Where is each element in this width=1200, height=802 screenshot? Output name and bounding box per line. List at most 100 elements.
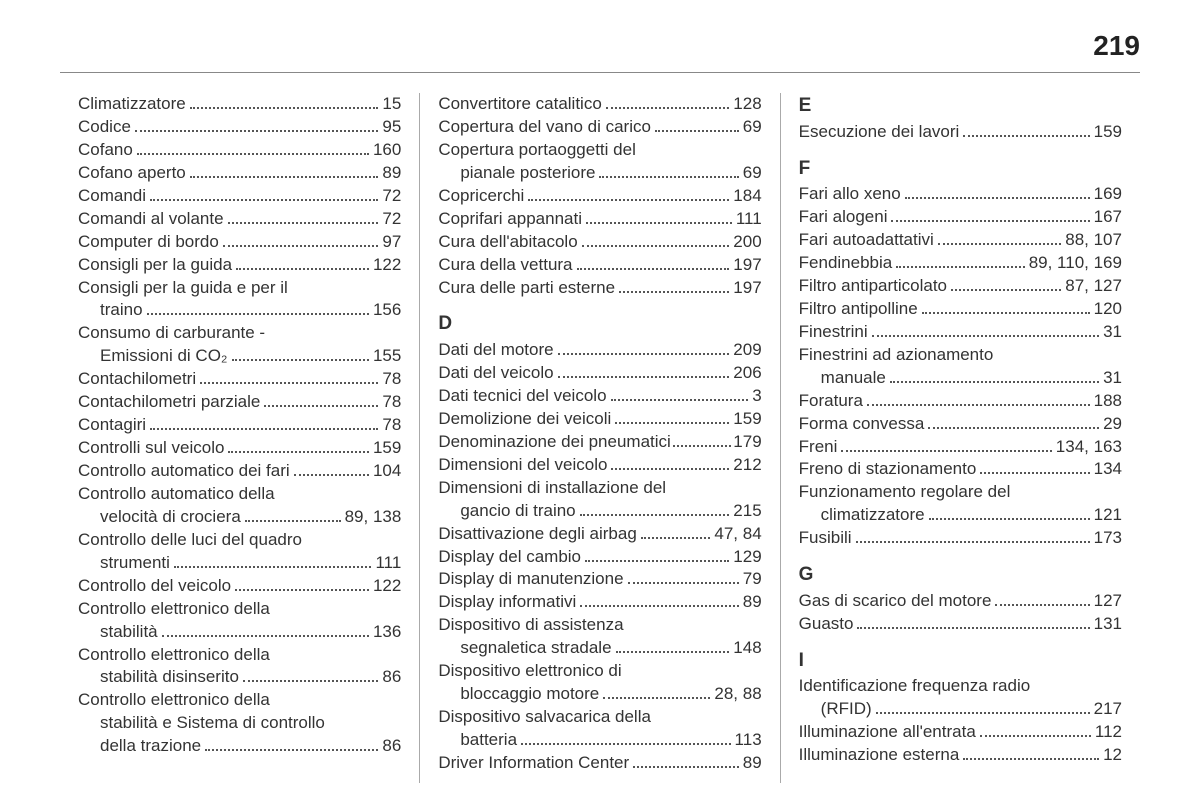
index-entry: Freni134, 163 xyxy=(799,436,1122,459)
index-entry-label: climatizzatore xyxy=(821,504,925,527)
index-entry-label: batteria xyxy=(460,729,517,752)
index-entry-label: Fari autoadattativi xyxy=(799,229,934,252)
index-entry-page: 3 xyxy=(752,385,761,408)
index-entry: Freno di stazionamento134 xyxy=(799,458,1122,481)
index-entry: Contachilometri78 xyxy=(78,368,401,391)
index-entry-page: 15 xyxy=(382,93,401,116)
index-entry: Fusibili173 xyxy=(799,527,1122,550)
index-entry-label: Dimensioni del veicolo xyxy=(438,454,607,477)
index-entry-label: Filtro antipolline xyxy=(799,298,918,321)
leader-dots xyxy=(619,278,729,292)
leader-dots xyxy=(938,231,1061,245)
index-entry-page: 212 xyxy=(733,454,761,477)
index-entry-label: stabilità e Sistema di controllo xyxy=(100,712,325,735)
index-entry-page: 104 xyxy=(373,460,401,483)
leader-dots xyxy=(867,391,1090,405)
index-entry: Cofano aperto89 xyxy=(78,162,401,185)
index-entry-page: 72 xyxy=(382,185,401,208)
index-entry-label: Computer di bordo xyxy=(78,231,219,254)
index-entry-label: gancio di traino xyxy=(460,500,575,523)
index-entry-page: 88, 107 xyxy=(1065,229,1122,252)
index-entry-page: 173 xyxy=(1094,527,1122,550)
index-entry-page: 128 xyxy=(733,93,761,116)
index-entry-page: 86 xyxy=(382,735,401,758)
index-entry-page: 200 xyxy=(733,231,761,254)
index-entry: Computer di bordo97 xyxy=(78,231,401,254)
index-entry-page: 156 xyxy=(373,299,401,322)
index-entry-page: 122 xyxy=(373,575,401,598)
index-entry: Consumo di carburante - xyxy=(78,322,401,345)
leader-dots xyxy=(922,299,1090,313)
index-entry: batteria 113 xyxy=(438,729,761,752)
index-entry-label: Controllo delle luci del quadro xyxy=(78,529,302,552)
leader-dots xyxy=(528,186,729,200)
leader-dots xyxy=(599,163,738,177)
leader-dots xyxy=(294,462,369,476)
leader-dots xyxy=(615,409,729,423)
index-column: Convertitore catalitico128Copertura del … xyxy=(419,93,779,783)
index-entry-label: Controllo automatico della xyxy=(78,483,275,506)
index-entry-label: Controlli sul veicolo xyxy=(78,437,224,460)
index-entry-page: 197 xyxy=(733,277,761,300)
leader-dots xyxy=(586,209,732,223)
leader-dots xyxy=(200,370,378,384)
index-entry-page: 217 xyxy=(1094,698,1122,721)
index-entry-label: Display informativi xyxy=(438,591,576,614)
index-entry-label: Consigli per la guida xyxy=(78,254,232,277)
index-entry-page: 206 xyxy=(733,362,761,385)
index-entry-label: Copricerchi xyxy=(438,185,524,208)
index-entry: Identificazione frequenza radio xyxy=(799,675,1122,698)
index-entry: Controlli sul veicolo159 xyxy=(78,437,401,460)
index-entry-page: 188 xyxy=(1094,390,1122,413)
index-entry: stabilità disinserito86 xyxy=(78,666,401,689)
leader-dots xyxy=(580,501,730,515)
index-entry: Denominazione dei pneumatici179 xyxy=(438,431,761,454)
index-entry: manuale31 xyxy=(799,367,1122,390)
index-entry: Copricerchi184 xyxy=(438,185,761,208)
index-entry-label: Consigli per la guida e per il xyxy=(78,277,288,300)
index-entry-page: 89 xyxy=(743,591,762,614)
leader-dots xyxy=(603,685,710,699)
index-entry-page: 159 xyxy=(1094,121,1122,144)
index-entry-label: Cura dell'abitacolo xyxy=(438,231,577,254)
index-entry: Fari autoadattativi 88, 107 xyxy=(799,229,1122,252)
index-entry: Controllo elettronico della xyxy=(78,644,401,667)
index-entry-page: 159 xyxy=(733,408,761,431)
index-entry-label: Controllo automatico dei fari xyxy=(78,460,290,483)
index-entry: Foratura188 xyxy=(799,390,1122,413)
index-entry: Finestrini ad azionamento xyxy=(799,344,1122,367)
index-entry: Gas di scarico del motore127 xyxy=(799,590,1122,613)
index-entry-page: 136 xyxy=(373,621,401,644)
leader-dots xyxy=(872,322,1099,336)
leader-dots xyxy=(243,668,379,682)
index-entry: Controllo elettronico della xyxy=(78,689,401,712)
index-entry: gancio di traino215 xyxy=(438,500,761,523)
index-entry: Esecuzione dei lavori159 xyxy=(799,121,1122,144)
leader-dots xyxy=(606,95,729,109)
index-entry-label: della trazione xyxy=(100,735,201,758)
index-entry: stabilità136 xyxy=(78,621,401,644)
index-entry-label: Freni xyxy=(799,436,838,459)
index-entry-page: 155 xyxy=(373,345,401,368)
index-entry: strumenti111 xyxy=(78,552,401,575)
index-entry-label: Disattivazione degli airbag xyxy=(438,523,636,546)
index-entry-page: 120 xyxy=(1094,298,1122,321)
leader-dots xyxy=(616,639,730,653)
index-entry: Illuminazione all'entrata112 xyxy=(799,721,1122,744)
index-entry-page: 89 xyxy=(743,752,762,775)
index-entry: Controllo elettronico della xyxy=(78,598,401,621)
index-entry: Filtro antiparticolato87, 127 xyxy=(799,275,1122,298)
index-entry-label: Illuminazione esterna xyxy=(799,744,960,767)
index-entry-label: Controllo elettronico della xyxy=(78,598,270,621)
index-entry: Display di manutenzione79 xyxy=(438,568,761,591)
index-entry-label: segnaletica stradale xyxy=(460,637,611,660)
index-entry: Dati del veicolo206 xyxy=(438,362,761,385)
index-entry-label: Demolizione dei veicoli xyxy=(438,408,611,431)
index-entry-label: pianale posteriore xyxy=(460,162,595,185)
index-entry-page: 78 xyxy=(382,414,401,437)
leader-dots xyxy=(905,185,1090,199)
index-entry-page: 111 xyxy=(375,552,401,575)
index-entry-label: Coprifari appannati xyxy=(438,208,582,231)
index-entry-page: 113 xyxy=(735,729,762,752)
index-entry-page: 72 xyxy=(382,208,401,231)
